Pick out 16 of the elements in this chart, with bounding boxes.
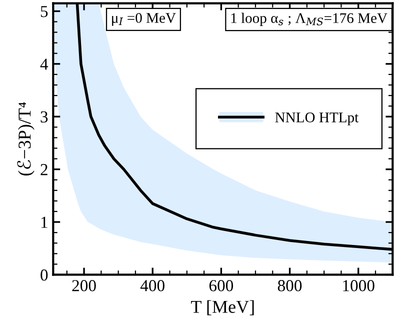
- y-tick-label: 2: [40, 164, 48, 176]
- y-axis-title: (ℰ−3P)/T⁴: [17, 102, 34, 176]
- y-tick-label: 4: [40, 58, 48, 70]
- y-tick-label: 0: [40, 269, 48, 281]
- annotation: 1 loop α$_{s}$ ; Λ$_{MS}$=176 MeV: [231, 12, 388, 26]
- y-tick-label: 3: [40, 111, 48, 123]
- x-tick-label: 800: [278, 280, 302, 292]
- y-tick-label: 1: [41, 216, 48, 228]
- x-tick-label: 1000: [343, 280, 374, 292]
- x-tick-label: 200: [72, 280, 96, 292]
- legend-label: NNLO HTLpt: [275, 112, 359, 126]
- x-axis-title: T [MeV]: [191, 300, 254, 316]
- x-tick-label: 600: [209, 280, 234, 292]
- annotation: μ$_{I}$ =0 MeV: [112, 13, 176, 26]
- y-tick-label: 5: [40, 6, 48, 18]
- x-tick-label: 400: [140, 280, 164, 292]
